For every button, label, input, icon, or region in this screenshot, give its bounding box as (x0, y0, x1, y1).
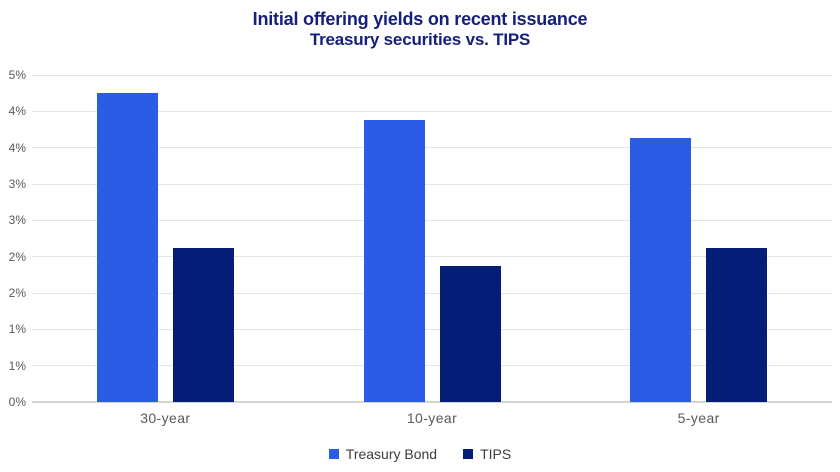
bar-tips-10-year (439, 265, 501, 402)
gridline (32, 74, 832, 76)
y-axis-tick-label: 5% (8, 68, 26, 82)
bar-treasury-bond-30-year (96, 92, 158, 402)
title-block: Initial offering yields on recent issuan… (0, 9, 840, 50)
legend-swatch-treasury-bond (328, 449, 339, 459)
legend-label: TIPS (480, 446, 512, 462)
bar-treasury-bond-10-year (363, 120, 425, 402)
gridline (32, 365, 832, 367)
bar-tips-5-year (706, 247, 768, 402)
gridline (32, 256, 832, 258)
y-axis-tick-label: 3% (8, 213, 26, 228)
legend-item-tips: TIPS (463, 446, 511, 462)
y-axis-tick-label: 1% (8, 358, 26, 373)
gridline (32, 328, 832, 330)
y-axis-tick-label: 1% (8, 322, 26, 337)
y-axis-tick-label: 2% (8, 249, 26, 264)
legend-label: Treasury Bond (345, 446, 438, 462)
x-axis-category-label: 5-year (677, 410, 720, 426)
gridline (32, 292, 832, 294)
legend-item-treasury-bond: Treasury Bond (328, 446, 438, 462)
x-axis-category-label: 10-year (406, 410, 458, 426)
gridline (32, 147, 832, 149)
chart-subtitle: Treasury securities vs. TIPS (309, 30, 531, 49)
y-axis-tick-label: 2% (8, 286, 26, 300)
bar-tips-30-year (172, 247, 234, 402)
gridline (32, 401, 832, 403)
gridline (32, 183, 832, 185)
y-axis-tick-label: 3% (8, 177, 26, 191)
chart-title: Initial offering yields on recent issuan… (252, 9, 588, 29)
gridline (32, 110, 832, 112)
y-axis-tick-label: 4% (8, 104, 26, 119)
y-axis-tick-label: 0% (8, 395, 26, 409)
legend: Treasury Bond TIPS (0, 446, 840, 462)
x-axis-category-label: 30-year (140, 410, 191, 426)
gridline (32, 219, 832, 221)
bar-treasury-bond-5-year (630, 138, 692, 402)
y-axis-tick-label: 4% (8, 140, 26, 155)
legend-swatch-tips (463, 449, 474, 459)
